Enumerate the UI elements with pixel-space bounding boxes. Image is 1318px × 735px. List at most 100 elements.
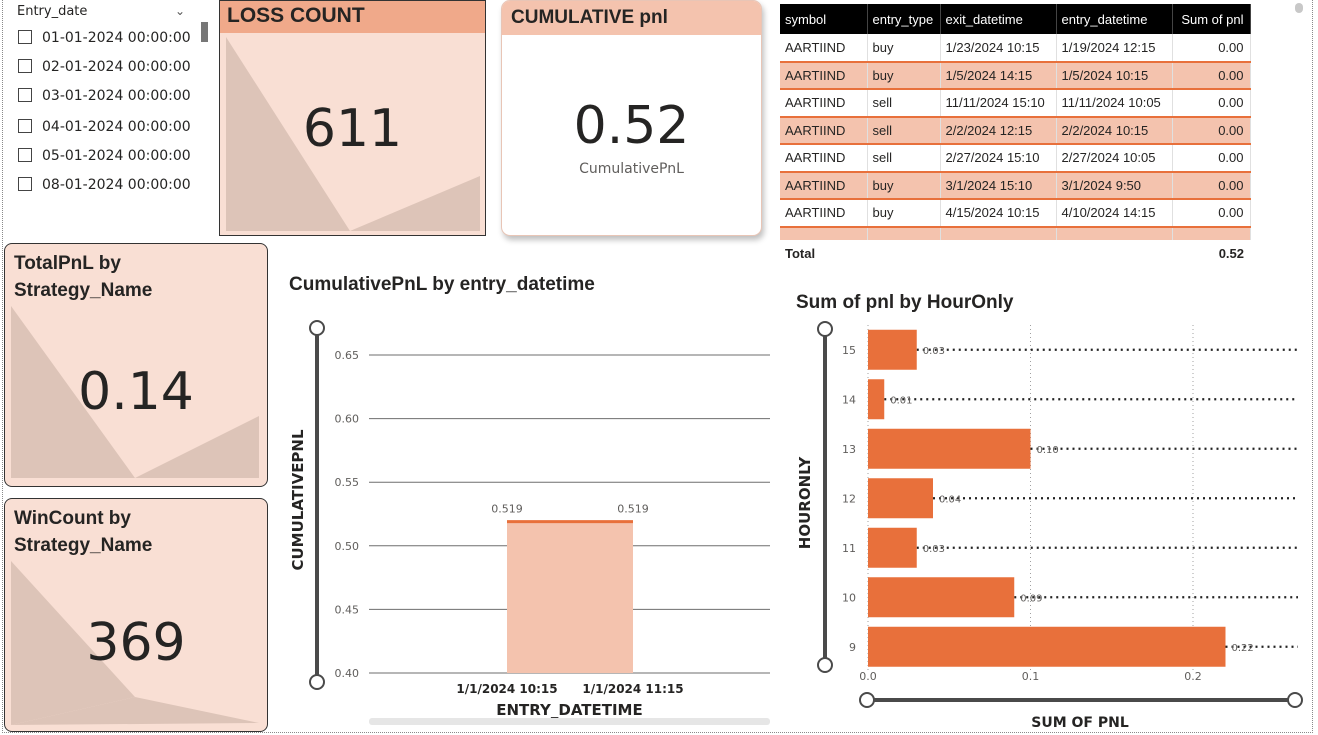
entry-date-slicer[interactable]: Entry_date ⌄ 01-01-2024 00:00:00 02-01-2… <box>14 0 208 200</box>
column-header[interactable]: exit_datetime <box>940 4 1057 34</box>
y-tick-label: 10 <box>842 591 856 604</box>
table-row[interactable]: AARTIIND buy 1/23/2024 10:15 1/19/2024 12:1… <box>780 34 1251 62</box>
table-cell: AARTIIND <box>780 89 868 117</box>
trades-table[interactable]: symbol entry_type exit_datetime entry_da… <box>780 4 1251 240</box>
checkbox[interactable] <box>18 148 32 162</box>
table-row[interactable]: AARTIIND buy 3/1/2024 15:10 3/1/2024 9:50 0.… <box>780 170 1251 200</box>
card-value: 611 <box>302 99 403 159</box>
y-tick-label: 15 <box>842 344 856 357</box>
table-cell: 1/19/2024 12:15 <box>1056 34 1173 62</box>
page-scrollbar[interactable] <box>1295 3 1303 13</box>
table-cell: 0.00 <box>1172 170 1251 200</box>
x-tick-label: 0.2 <box>1184 670 1202 683</box>
table-row[interactable]: AARTIIND sell 2/2/2024 12:15 2/2/2024 10:15… <box>780 115 1251 145</box>
y-axis-title: HOURONLY <box>796 456 814 550</box>
slicer-option-label: 03-01-2024 00:00:00 <box>42 88 191 104</box>
table-cell: sell <box>867 89 941 117</box>
hour-chart-title: Sum of pnl by HourOnly <box>796 292 1014 313</box>
data-label: 0.01 <box>890 395 912 406</box>
slicer-option[interactable]: 02-01-2024 00:00:00 <box>18 59 194 79</box>
slicer-option[interactable]: 05-01-2024 00:00:00 <box>18 148 194 168</box>
column-header[interactable]: Sum of pnl <box>1172 4 1251 34</box>
column-header[interactable]: symbol <box>780 4 868 34</box>
data-label: 0.22 <box>1232 643 1254 654</box>
card-decoration <box>11 306 259 478</box>
x-tick-label: 0.0 <box>859 670 877 683</box>
table-cell: 3/1/2024 9:50 <box>1056 170 1173 200</box>
slicer-option-label: 08-01-2024 00:00:00 <box>42 177 191 193</box>
y-tick-label: 14 <box>842 393 856 406</box>
slicer-title: Entry_date <box>17 4 88 19</box>
data-label: 0.519 <box>617 503 649 516</box>
column-header[interactable]: entry_type <box>867 4 941 34</box>
loss-count-card: LOSS COUNT 611 <box>219 0 486 236</box>
bar <box>868 478 933 519</box>
card-title: WinCount by Strategy_Name <box>14 508 153 556</box>
table-cell: 1/5/2024 10:15 <box>1056 60 1173 90</box>
slider-handle <box>309 674 325 690</box>
slider-handle <box>309 320 325 336</box>
slicer-option[interactable]: 03-01-2024 00:00:00 <box>18 88 194 108</box>
table-header-row: symbol entry_type exit_datetime entry_da… <box>780 4 1251 34</box>
table-cell: 4/15/2024 10:15 <box>940 199 1057 227</box>
table-row[interactable]: AARTIIND sell 11/11/2024 15:10 11/11/2024 1… <box>780 89 1251 117</box>
checkbox[interactable] <box>18 119 32 133</box>
table-cell: 4/10/2024 14:15 <box>1056 199 1173 227</box>
table-cell: 0.00 <box>1172 60 1251 90</box>
bar <box>868 626 1226 667</box>
table-cell: 0.00 <box>1172 89 1251 117</box>
slider-handle <box>817 657 833 673</box>
x-tick-label: 1/1/2024 11:15 <box>582 682 683 696</box>
card-header-band <box>502 1 761 35</box>
cumulative-pnl-card: CUMULATIVE pnl 0.52 CumulativePnL <box>501 0 762 236</box>
table-row[interactable]: AARTIIND buy 4/15/2024 10:15 4/10/2024 14:1… <box>780 199 1251 227</box>
x-tick-label: 1/1/2024 10:15 <box>456 682 557 696</box>
table-cell: buy <box>867 199 941 227</box>
table-cell: AARTIIND <box>780 170 868 200</box>
table-row[interactable] <box>780 225 1251 240</box>
y-axis-title: CUMULATIVEPNL <box>289 429 307 571</box>
hour-pnl-bar-chart[interactable]: 0.0 0.1 0.2 0.03 15 0.01 14 0.10 13 0.04 12 0.03 11 0… <box>790 315 1312 735</box>
checkbox[interactable] <box>18 59 32 73</box>
data-label: 0.10 <box>1037 445 1059 456</box>
y-tick-label: 12 <box>842 492 856 505</box>
card-title: LOSS COUNT <box>227 4 365 27</box>
data-label: 0.03 <box>923 346 945 357</box>
chevron-down-icon[interactable]: ⌄ <box>174 4 185 18</box>
x-axis-title: ENTRY_DATETIME <box>496 701 642 719</box>
slicer-option[interactable]: 04-01-2024 00:00:00 <box>18 119 194 139</box>
card-decoration <box>11 561 259 725</box>
checkbox[interactable] <box>18 30 32 44</box>
slider-handle <box>859 692 875 708</box>
cumulative-pnl-area-chart[interactable]: 0.65 0.60 0.55 0.50 0.45 0.40 0.519 1/1/2024 10… <box>285 270 785 730</box>
table-cell: sell <box>867 144 941 172</box>
cumulative-chart-title: CumulativePnL by entry_datetime <box>289 274 595 295</box>
table-cell: buy <box>867 34 941 62</box>
table-cell: 11/11/2024 10:05 <box>1056 89 1173 117</box>
data-label: 0.519 <box>491 503 523 516</box>
checkbox[interactable] <box>18 88 32 102</box>
card-title: CUMULATIVE pnl <box>511 7 668 28</box>
data-label: 0.03 <box>923 544 945 555</box>
slicer-option-label: 04-01-2024 00:00:00 <box>42 119 191 135</box>
card-subtitle: CumulativePnL <box>579 161 684 177</box>
checkbox[interactable] <box>18 177 32 191</box>
slicer-scrollbar[interactable] <box>201 22 208 42</box>
table-row[interactable]: AARTIIND buy 1/5/2024 14:15 1/5/2024 10:15 0… <box>780 60 1251 90</box>
bar <box>868 379 885 420</box>
table-cell: 2/2/2024 12:15 <box>940 115 1057 145</box>
table-cell: sell <box>867 115 941 145</box>
table-cell: AARTIIND <box>780 60 868 90</box>
slicer-header[interactable]: Entry_date ⌄ <box>17 4 193 22</box>
slicer-option[interactable]: 08-01-2024 00:00:00 <box>18 177 194 197</box>
slicer-option[interactable]: 01-01-2024 00:00:00 <box>18 30 194 50</box>
column-header[interactable]: entry_datetime <box>1056 4 1173 34</box>
area-fill <box>507 521 633 673</box>
table-cell: AARTIIND <box>780 199 868 227</box>
bar <box>868 428 1031 469</box>
table-cell <box>940 225 1057 240</box>
table-row[interactable]: AARTIIND sell 2/27/2024 15:10 2/27/2024 10:… <box>780 144 1251 172</box>
slider-handle <box>1287 692 1303 708</box>
table-cell: 2/2/2024 10:15 <box>1056 115 1173 145</box>
